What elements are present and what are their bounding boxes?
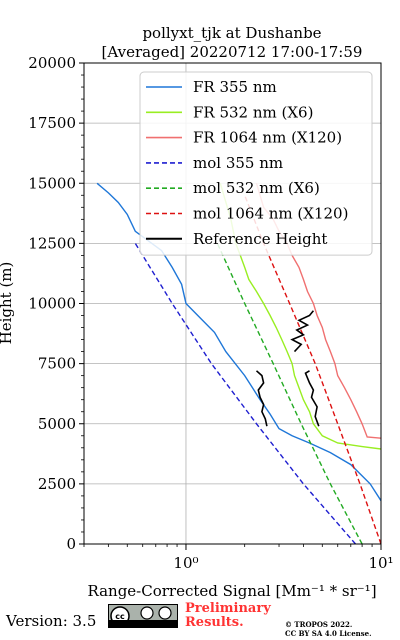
legend-label: FR 355 nm	[193, 78, 277, 96]
axes: 0 2500 5000 7500 10000 12500 15000 17500 20000 10…	[28, 54, 393, 572]
x-tick-label: 10⁰	[173, 554, 198, 572]
y-tick-label: 2500	[38, 475, 76, 493]
y-tick-label: 0	[66, 535, 76, 553]
chart-subtitle: [Averaged] 20220712 17:00-17:59	[102, 43, 363, 61]
y-tick-label: 15000	[28, 174, 76, 192]
y-tick-label: 5000	[38, 415, 76, 433]
license-badge-strip	[109, 620, 177, 627]
copyright-notice: © TROPOS 2022. CC BY SA 4.0 License.	[285, 620, 372, 638]
legend-label: mol 1064 nm (X120)	[193, 205, 348, 223]
version-label: Version: 3.5	[6, 612, 97, 630]
legend-label: mol 355 nm	[193, 154, 283, 172]
legend-box	[139, 71, 373, 256]
plot-frame	[83, 62, 382, 545]
x-tick-label: 10¹	[368, 554, 393, 572]
y-tick-label: 10000	[28, 295, 76, 313]
series-fr-355-nm	[96, 182, 381, 502]
y-axis-label: Height (m)	[0, 262, 15, 345]
series-mol-532-nm-x6	[216, 243, 363, 544]
y-tick-label: 20000	[28, 54, 76, 72]
series-fr-532-nm-x6	[219, 183, 381, 450]
preliminary-line2: Results.	[185, 615, 244, 630]
x-axis-label: Range-Corrected Signal [Mm⁻¹ * sr⁻¹]	[87, 582, 376, 600]
series-mol-355-nm	[134, 243, 357, 544]
legend-label: mol 532 nm (X6)	[193, 179, 320, 197]
series-reference-height	[255, 370, 268, 427]
copyright-line1: © TROPOS 2022.	[285, 620, 353, 629]
lidar-profile-chart: pollyxt_tjk at Dushanbe [Averaged] 20220…	[0, 24, 394, 600]
preliminary-notice: Preliminary Results.	[185, 602, 271, 630]
copyright-line2: CC BY SA 4.0 License.	[285, 629, 372, 638]
license-badge[interactable]: cc	[108, 604, 178, 628]
y-tick-label: 7500	[38, 355, 76, 373]
series-reference-height	[290, 310, 315, 353]
series-reference-height	[304, 370, 320, 427]
y-tick-label: 17500	[28, 114, 76, 132]
cc-license-icon: cc	[110, 606, 172, 620]
preliminary-line1: Preliminary	[185, 601, 271, 616]
y-tick-label: 12500	[28, 234, 76, 252]
legend-label: FR 532 nm (X6)	[193, 103, 313, 121]
chart-title: pollyxt_tjk at Dushanbe	[142, 24, 321, 42]
legend-label: Reference Height	[193, 230, 327, 248]
legend-label: FR 1064 nm (X120)	[193, 129, 342, 147]
svg-text:cc: cc	[115, 612, 125, 620]
legend: FR 355 nm FR 532 nm (X6) FR 1064 nm (X120)…	[139, 71, 373, 256]
